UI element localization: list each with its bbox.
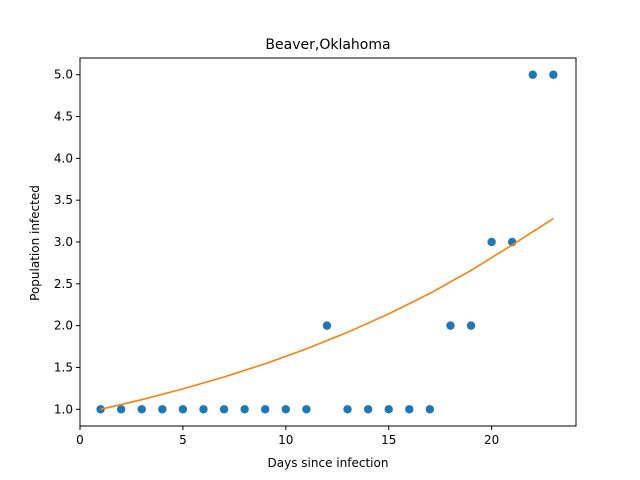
y-tick-label: 3.5 bbox=[54, 193, 73, 207]
x-tick-label: 10 bbox=[278, 433, 293, 447]
data-point bbox=[363, 405, 373, 414]
y-tick-label: 2.5 bbox=[54, 277, 73, 291]
plot-area: 0 5 10 15 20 1.0 1.5 2.0 2.5 3.0 3.5 4.0 4.5 5.0 bbox=[54, 68, 558, 447]
fit-curve-line bbox=[100, 217, 554, 411]
axes-frame bbox=[79, 57, 577, 427]
data-point bbox=[96, 405, 105, 414]
data-point bbox=[405, 405, 414, 414]
x-tick-label: 5 bbox=[179, 433, 187, 447]
chart-title: Beaver,Oklahoma bbox=[265, 37, 390, 53]
data-point bbox=[281, 405, 291, 414]
x-tick-label: 0 bbox=[76, 433, 84, 447]
y-tick-label: 5.0 bbox=[54, 68, 73, 82]
y-tick-label: 1.5 bbox=[54, 360, 73, 374]
y-tick-label: 1.0 bbox=[54, 402, 73, 416]
x-tick-label: 20 bbox=[484, 433, 499, 447]
data-point bbox=[425, 405, 435, 414]
data-point bbox=[240, 405, 249, 414]
data-point bbox=[137, 405, 146, 414]
data-point bbox=[322, 321, 332, 330]
data-point bbox=[158, 405, 167, 414]
x-tick-label: 15 bbox=[381, 433, 396, 447]
data-point bbox=[487, 237, 496, 247]
data-point bbox=[178, 405, 188, 414]
data-point bbox=[446, 321, 455, 330]
data-point bbox=[466, 321, 476, 330]
data-point bbox=[528, 70, 537, 79]
data-point bbox=[549, 70, 558, 79]
data-point bbox=[384, 405, 393, 414]
y-tick-label: 4.0 bbox=[54, 151, 73, 165]
data-point bbox=[116, 405, 126, 414]
x-axis-label: Days since infection bbox=[268, 456, 389, 470]
data-point bbox=[302, 405, 311, 414]
y-tick-label: 2.0 bbox=[54, 319, 73, 333]
data-point bbox=[261, 405, 270, 414]
y-tick-label: 4.5 bbox=[54, 110, 73, 124]
data-point bbox=[343, 405, 352, 414]
data-point bbox=[199, 405, 208, 414]
data-point bbox=[219, 405, 229, 414]
y-axis-label: Population infected bbox=[28, 185, 42, 301]
y-tick-label: 3.0 bbox=[54, 235, 73, 249]
